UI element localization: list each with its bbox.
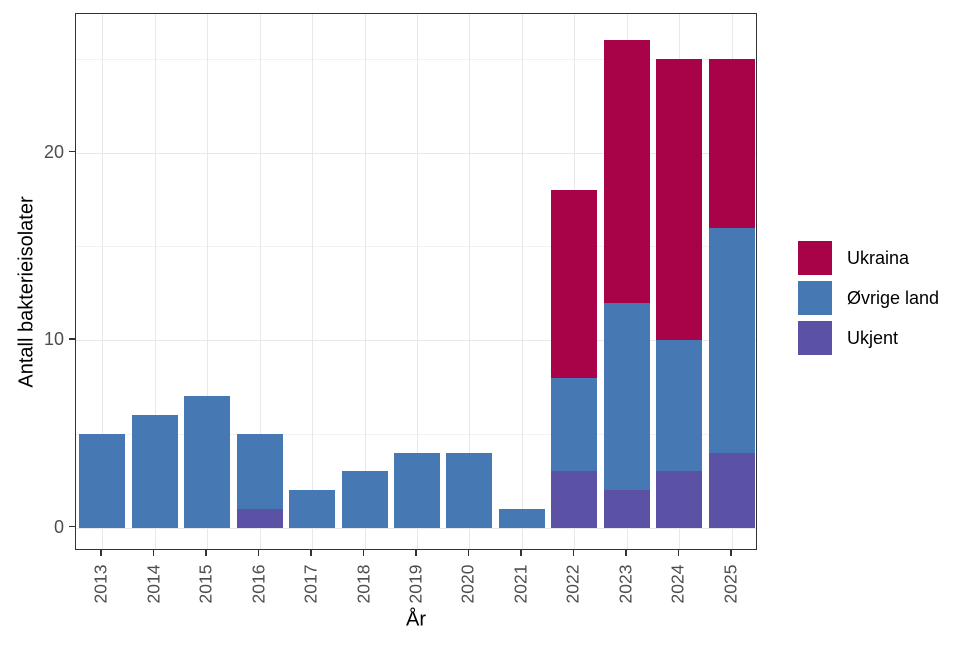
bar-segment-øvrige-land — [79, 433, 126, 528]
bar-segment-øvrige-land — [289, 490, 336, 528]
x-tick-mark — [362, 550, 365, 556]
y-tick-mark — [69, 525, 75, 528]
bar-segment-ukjent — [656, 471, 703, 528]
bar-segment-øvrige-land — [498, 508, 545, 528]
bar-segment-ukraina — [708, 58, 755, 228]
y-tick-mark — [69, 338, 75, 340]
grid-line-v — [417, 14, 418, 549]
x-tick-mark — [152, 550, 155, 556]
x-tick-label: 2018 — [353, 564, 374, 604]
bar-segment-øvrige-land — [446, 452, 493, 528]
grid-line-v — [521, 14, 523, 549]
legend-label: Øvrige land — [847, 287, 940, 308]
grid-line-v — [102, 14, 104, 549]
grid-line-v — [259, 14, 261, 549]
x-tick-label: 2017 — [300, 564, 321, 604]
y-tick-label: 0 — [53, 516, 64, 537]
x-tick-mark — [520, 550, 522, 556]
x-tick-mark — [467, 550, 470, 556]
x-tick-label: 2019 — [405, 564, 426, 604]
x-tick-mark — [625, 550, 627, 556]
legend-swatch-ukraina — [798, 241, 832, 275]
x-tick-label: 2021 — [510, 564, 531, 604]
x-tick-label: 2022 — [562, 564, 583, 604]
grid-line-h-major — [76, 152, 756, 154]
bar-segment-øvrige-land — [394, 452, 440, 528]
bar-segment-ukjent — [236, 508, 283, 528]
x-axis-title: År — [406, 608, 426, 631]
legend-label: Ukjent — [847, 327, 899, 348]
bar-segment-øvrige-land — [603, 302, 650, 491]
bar-segment-ukjent — [551, 471, 598, 528]
bar-segment-øvrige-land — [184, 396, 231, 528]
bar-segment-øvrige-land — [236, 433, 283, 509]
grid-line-v — [207, 14, 209, 549]
x-tick-label: 2025 — [720, 564, 741, 604]
x-tick-mark — [677, 550, 680, 556]
legend-label: Ukraina — [847, 247, 910, 268]
grid-line-v — [312, 14, 314, 549]
x-tick-mark — [100, 550, 102, 556]
x-tick-mark — [257, 550, 260, 556]
x-tick-label: 2020 — [457, 564, 478, 604]
legend-item: Øvrige land — [798, 281, 939, 315]
x-tick-label: 2014 — [143, 564, 164, 604]
bar-segment-øvrige-land — [341, 471, 388, 528]
bar-segment-ukjent — [708, 452, 755, 528]
x-tick-label: 2024 — [667, 564, 688, 604]
grid-line-v — [469, 14, 471, 549]
grid-line-h-minor — [76, 433, 756, 435]
grid-line-h-major — [76, 340, 756, 342]
bar-segment-ukjent — [603, 490, 650, 528]
plot-panel — [75, 13, 757, 550]
x-tick-label: 2016 — [248, 564, 269, 604]
legend: Ukraina Øvrige land Ukjent — [798, 241, 939, 361]
bar-segment-øvrige-land — [708, 227, 755, 453]
grid-line-h-minor — [76, 246, 756, 248]
x-tick-label: 2013 — [90, 564, 111, 604]
x-tick-mark — [415, 550, 417, 556]
x-tick-mark — [205, 550, 207, 556]
bar-segment-ukraina — [603, 40, 650, 303]
y-tick-label: 10 — [43, 329, 64, 350]
bar-segment-ukraina — [551, 190, 598, 378]
bar-segment-øvrige-land — [656, 340, 703, 472]
y-axis-title: Antall bakterieisolater — [15, 196, 38, 388]
grid-line-v — [364, 14, 366, 549]
y-tick-mark — [69, 150, 75, 153]
x-tick-label: 2023 — [615, 564, 636, 604]
legend-item: Ukjent — [798, 321, 939, 355]
legend-item: Ukraina — [798, 241, 939, 275]
grid-line-v — [154, 14, 156, 549]
grid-line-h-minor — [76, 58, 756, 60]
x-tick-mark — [730, 550, 732, 556]
y-tick-label: 20 — [43, 141, 64, 162]
bar-segment-ukraina — [656, 58, 703, 341]
legend-swatch-øvrige-land — [798, 281, 832, 315]
x-tick-mark — [310, 550, 312, 556]
grid-line-h-major — [76, 527, 756, 529]
bar-segment-øvrige-land — [131, 415, 178, 528]
x-tick-label: 2015 — [195, 564, 216, 604]
bar-segment-øvrige-land — [551, 377, 598, 472]
legend-swatch-ukjent — [798, 321, 832, 355]
x-tick-mark — [572, 550, 575, 556]
